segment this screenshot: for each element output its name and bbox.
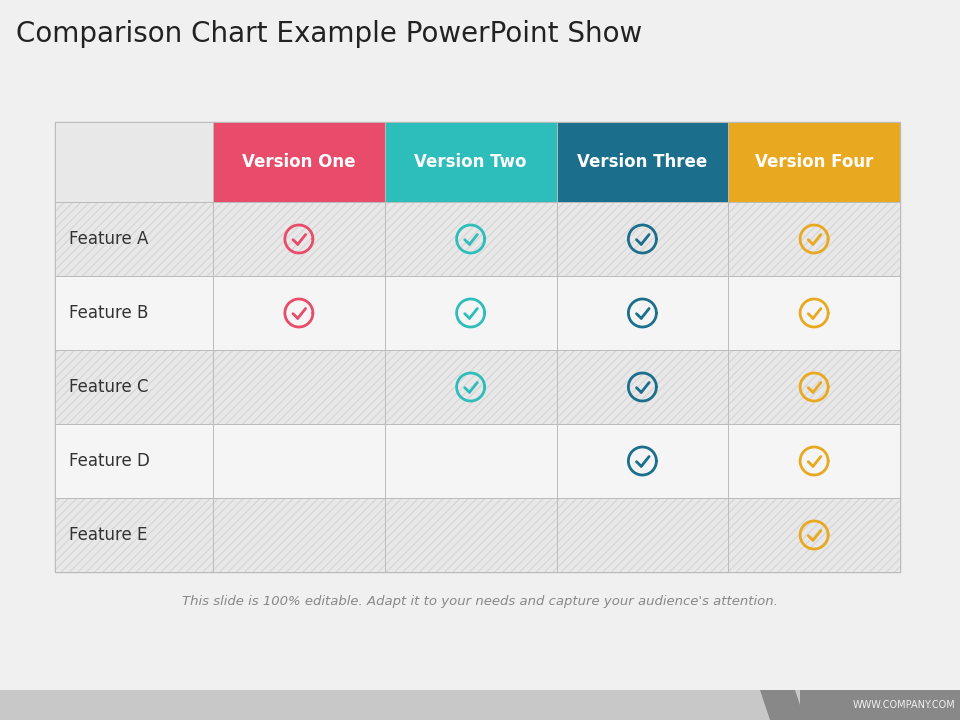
Text: Feature C: Feature C [69, 378, 149, 396]
Text: Version Three: Version Three [577, 153, 708, 171]
Polygon shape [760, 690, 805, 720]
FancyBboxPatch shape [55, 498, 900, 572]
FancyBboxPatch shape [213, 122, 385, 202]
Text: WWW.COMPANY.COM: WWW.COMPANY.COM [852, 700, 955, 710]
Text: Version Two: Version Two [415, 153, 527, 171]
FancyBboxPatch shape [729, 122, 900, 202]
FancyBboxPatch shape [55, 122, 213, 202]
Text: Feature A: Feature A [69, 230, 149, 248]
FancyBboxPatch shape [385, 122, 557, 202]
FancyBboxPatch shape [55, 498, 900, 572]
FancyBboxPatch shape [55, 276, 900, 350]
Text: Version Four: Version Four [755, 153, 874, 171]
FancyBboxPatch shape [0, 690, 960, 720]
Text: This slide is 100% editable. Adapt it to your needs and capture your audience's : This slide is 100% editable. Adapt it to… [182, 595, 778, 608]
FancyBboxPatch shape [800, 690, 960, 720]
FancyBboxPatch shape [557, 122, 729, 202]
Text: Version One: Version One [242, 153, 355, 171]
FancyBboxPatch shape [55, 202, 900, 276]
Text: Feature D: Feature D [69, 452, 150, 470]
Text: Feature E: Feature E [69, 526, 148, 544]
FancyBboxPatch shape [55, 424, 900, 498]
FancyBboxPatch shape [55, 350, 900, 424]
FancyBboxPatch shape [55, 122, 900, 572]
FancyBboxPatch shape [55, 202, 900, 276]
FancyBboxPatch shape [55, 122, 900, 202]
Text: Comparison Chart Example PowerPoint Show: Comparison Chart Example PowerPoint Show [16, 20, 642, 48]
Text: Feature B: Feature B [69, 304, 149, 322]
FancyBboxPatch shape [55, 350, 900, 424]
